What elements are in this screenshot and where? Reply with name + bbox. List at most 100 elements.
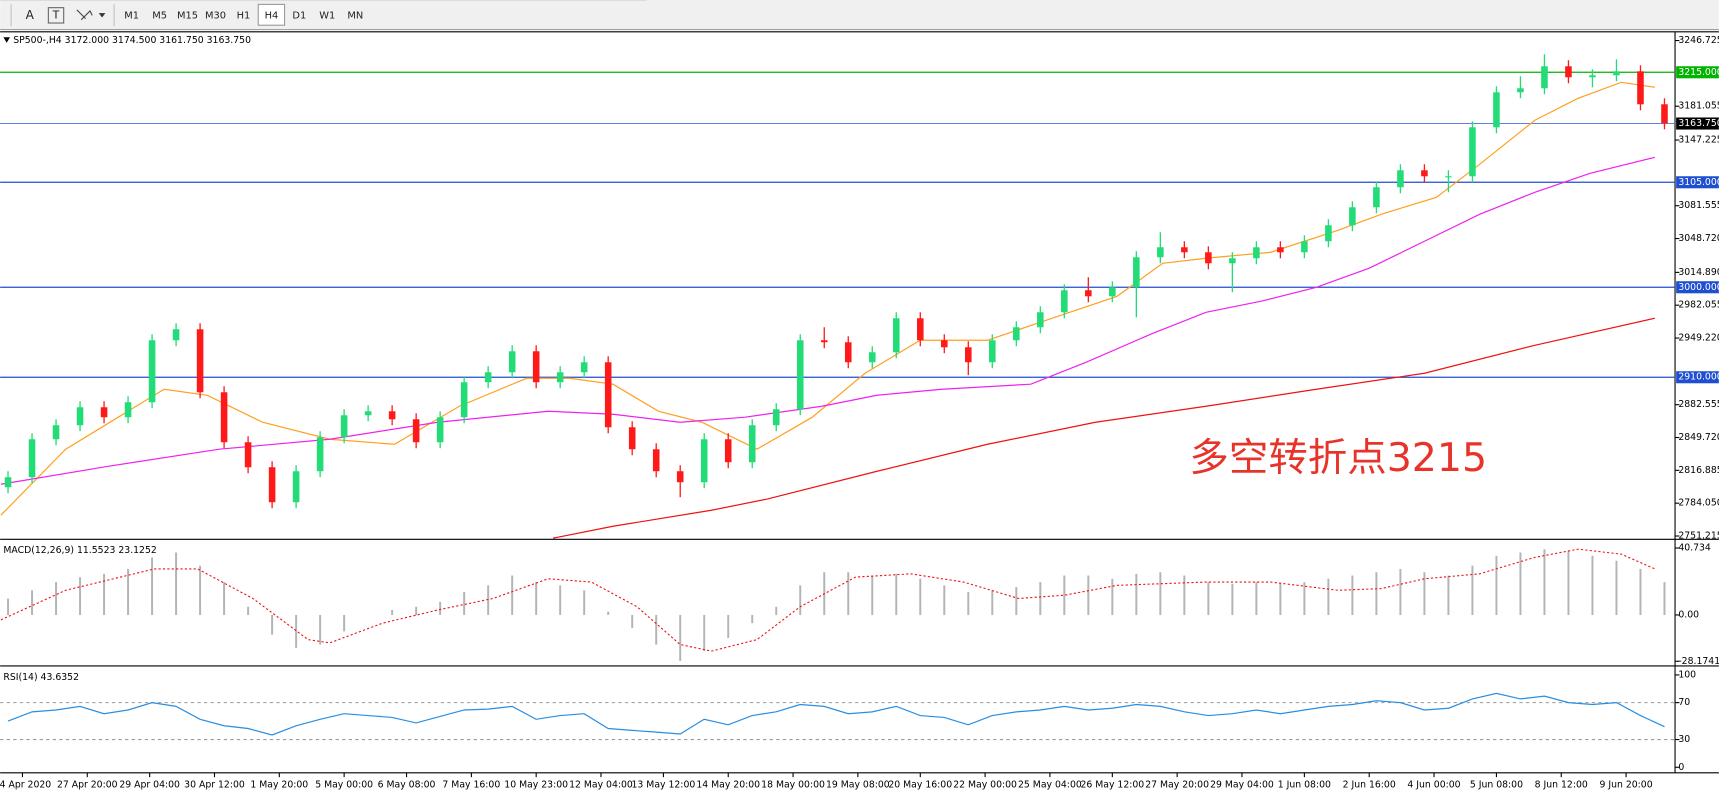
candle-body [1421, 170, 1428, 177]
level-label: 3215.000 [1678, 67, 1719, 78]
macd-bar [1543, 549, 1546, 615]
macd-bar [1351, 575, 1354, 615]
candle-body [1349, 207, 1356, 226]
candle-body [1037, 312, 1044, 328]
macd-bar [1135, 573, 1138, 615]
candle-body [1589, 75, 1596, 78]
candle-body [1325, 225, 1332, 242]
draw-tool-icon[interactable] [76, 9, 93, 21]
macd-bar [703, 614, 706, 652]
timeframe-button[interactable]: M30 [205, 10, 226, 21]
candle-body [1445, 176, 1452, 178]
macd-bar [487, 585, 490, 615]
dropdown-icon[interactable] [98, 13, 106, 18]
x-tick-label: 4 Jun 00:00 [1407, 779, 1460, 790]
candle-body [844, 342, 852, 363]
candle-body [28, 439, 36, 478]
candle-body [1661, 104, 1668, 124]
macd-bar [751, 614, 754, 624]
candle-body [340, 415, 348, 438]
macd-bar [343, 614, 346, 632]
level-label-box [1676, 281, 1719, 294]
macd-bar [391, 610, 394, 615]
y-tick-label: 2982.055 [1678, 300, 1719, 311]
candle-body [4, 477, 12, 488]
text-tool[interactable]: A [26, 8, 35, 22]
macd-bar [1423, 572, 1426, 615]
macd-bar [1399, 568, 1402, 615]
candle-body [388, 411, 396, 420]
timeframe-button[interactable]: H1 [237, 10, 251, 21]
x-tick-label: 14 May 20:00 [696, 779, 760, 790]
macd-bar [607, 611, 610, 615]
x-tick-label: 26 May 12:00 [1080, 779, 1144, 790]
candle-body [76, 407, 84, 426]
candle-body [965, 347, 972, 363]
x-tick-label: 18 May 00:00 [761, 779, 825, 790]
macd-bar [1327, 578, 1330, 615]
timeframe-button[interactable]: M1 [124, 10, 139, 21]
y-tick-label: 0.00 [1678, 609, 1699, 620]
candle-body [989, 340, 996, 363]
macd-bar [631, 614, 634, 629]
candle-body [364, 411, 372, 416]
candle-body [676, 471, 684, 483]
chart-title: SP500-,H4 3172.000 3174.500 3161.750 316… [13, 35, 251, 46]
candle-body [412, 419, 420, 443]
candle-body [580, 362, 588, 373]
macd-bar [1255, 582, 1258, 615]
macd-bar [319, 614, 322, 645]
macd-bar [1303, 582, 1306, 615]
macd-bar [583, 590, 586, 615]
timeframe-button[interactable]: H4 [265, 10, 279, 21]
level-label-box [1676, 176, 1719, 189]
candle-body [1397, 170, 1404, 188]
candle-body [628, 427, 636, 450]
x-tick-label: 1 Jun 08:00 [1278, 779, 1331, 790]
candle-body [460, 382, 468, 418]
macd-bar [895, 573, 898, 615]
timeframe-button[interactable]: M15 [177, 10, 198, 21]
macd-bar [1591, 555, 1594, 615]
title-icon [3, 37, 10, 43]
macd-bar [775, 606, 778, 615]
candle-body [1109, 287, 1116, 297]
panel-title: MACD(12,26,9) 11.5523 23.1252 [3, 545, 156, 556]
x-tick-label: 7 May 16:00 [442, 779, 500, 790]
timeframe-button[interactable]: M5 [152, 10, 167, 21]
annotation: 多空转折点3215 [1189, 435, 1487, 481]
candle-body [268, 467, 276, 503]
macd-bar [1015, 587, 1018, 615]
candle-body [1469, 127, 1476, 177]
candle-body [892, 318, 900, 353]
candle-body [1061, 290, 1068, 313]
active-timeframe-box [257, 3, 286, 26]
timeframe-button[interactable]: D1 [292, 10, 306, 21]
x-tick-label: 29 May 04:00 [1210, 779, 1274, 790]
candle-body [1277, 247, 1284, 253]
candle-body [1541, 66, 1548, 89]
y-tick-label: 2751.215 [1678, 531, 1719, 542]
macd-bar [991, 590, 994, 615]
candle-body [1373, 187, 1380, 208]
macd-bar [79, 577, 82, 615]
candle-body [604, 362, 612, 428]
macd-bar [1159, 572, 1162, 615]
x-tick-label: 6 May 08:00 [378, 779, 436, 790]
macd-bar [871, 575, 874, 615]
x-tick-label: 25 May 04:00 [1018, 779, 1082, 790]
x-tick-label: 24 Apr 2020 [0, 779, 51, 790]
timeframe-button[interactable]: W1 [319, 10, 335, 21]
macd-bar [1111, 578, 1114, 615]
candle-body [796, 340, 804, 410]
x-tick-label: 29 Apr 04:00 [119, 779, 180, 790]
macd-bar [247, 606, 250, 615]
level-label: 3000.000 [1678, 282, 1719, 293]
timeframe-button[interactable]: MN [347, 10, 363, 21]
candle-body [1085, 290, 1092, 297]
y-tick-label: 100 [1678, 669, 1696, 680]
text-label-icon[interactable] [47, 7, 65, 24]
candle-body [1637, 71, 1644, 105]
text-label-tool[interactable]: T [52, 8, 60, 21]
level-label-box [1676, 371, 1719, 384]
